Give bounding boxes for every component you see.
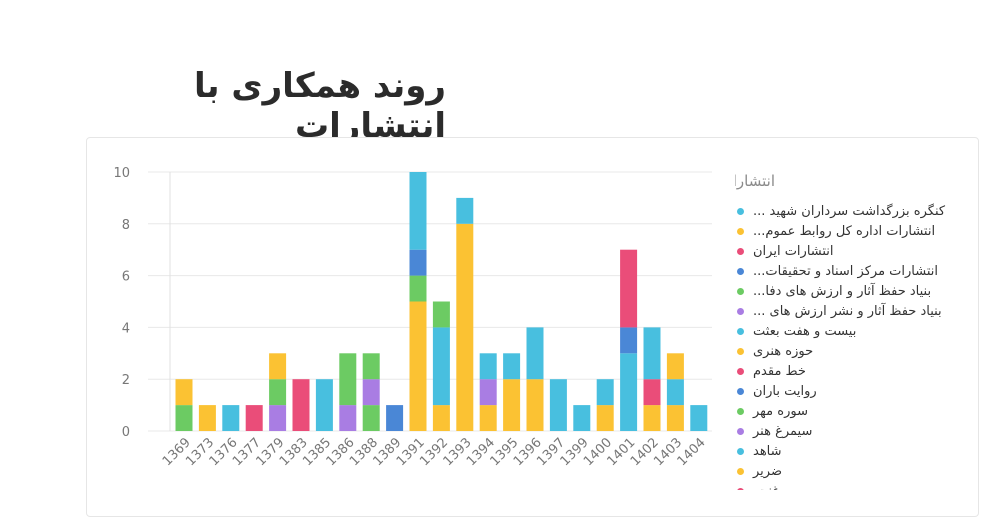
page-title: روند همکاری با انتشارات [194,66,446,146]
legend-title: انتشارات [735,172,775,190]
legend-label: بنیاد حفظ آثار و نشر ارزش های ... [753,304,942,319]
bar-segment [269,353,287,380]
bar-segment [432,301,450,328]
bar-segment [479,353,497,380]
legend-dot-icon [737,308,744,315]
bar-segment [666,379,684,406]
legend-label: انتشارات ایران [753,244,834,259]
legend-label: انتشارات اداره کل روابط عموم... [753,224,936,239]
legend-dot-icon [737,428,744,435]
bar-segment [269,379,287,406]
legend-label: غنچه [753,482,779,490]
legend-dot-icon [737,268,744,275]
legend-dot-icon [737,348,744,355]
bar-segment [526,327,544,380]
bar-segment [198,405,216,431]
legend-dot-icon [737,228,744,235]
bar-segment [596,405,614,431]
bar-segment [573,405,591,431]
bar-segment [175,379,193,406]
bar-segment [409,249,427,276]
bar-segment [620,327,638,354]
bar-segment [339,353,357,406]
legend-label: بنیاد حفظ آثار و ارزش های دفا... [753,284,932,299]
bar-segment [315,379,333,431]
bar-segment [526,379,544,431]
bar-segment [479,405,497,431]
bar-segment [666,405,684,431]
chart-legend: انتشارات کنگره بزرگداشت سرداران شهید ...… [735,170,965,490]
bar-segment [643,379,661,406]
bar-segment [666,353,684,380]
legend-dot-icon [737,328,744,335]
bar-segment [596,379,614,406]
bar-segment [269,405,287,431]
legend-dot-icon [737,488,744,490]
bar-segment [409,275,427,302]
y-tick-label: 2 [122,373,130,388]
legend-label: بیست و هفت بعثت [753,324,857,339]
bar-segment [549,379,567,431]
bar-segment [432,405,450,431]
y-tick-label: 0 [122,425,130,440]
bar-segment [362,353,380,380]
y-tick-label: 4 [122,321,130,336]
bar-segment [456,197,474,224]
legend-dot-icon [737,248,744,255]
legend-dot-icon [737,288,744,295]
legend-label: شاهد [753,444,782,459]
legend-label: سوره مهر [753,404,808,419]
bar-segment [386,405,404,431]
legend-label: خط مقدم [753,364,806,379]
legend-label: حوزه هنری [753,344,814,359]
bar-segment [409,301,427,431]
legend-dot-icon [737,208,744,215]
bar-segment [362,379,380,406]
bar-segment [409,172,427,250]
legend-label: انتشارات مرکز اسناد و تحقیقات... [753,264,939,279]
bar-segment [620,353,638,431]
bar-segment [643,405,661,431]
bar-segment [503,379,521,431]
bar-segment [456,223,474,431]
bar-segment [503,353,521,380]
bar-segment [362,405,380,431]
bar-segment [292,379,310,431]
bar-segment [339,405,357,431]
y-tick-label: 10 [113,166,130,181]
legend-label: ضریر [753,464,783,479]
legend-label: روایت باران [753,384,817,399]
bar-segment [175,405,193,431]
legend-dot-icon [737,408,744,415]
legend-dot-icon [737,388,744,395]
bar-segment [245,405,263,431]
legend-dot-icon [737,468,744,475]
bar-segment [620,249,638,328]
legend-label: کنگره بزرگداشت سرداران شهید ... [753,204,946,219]
legend-dot-icon [737,368,744,375]
legend-dot-icon [737,448,744,455]
y-tick-label: 6 [122,270,130,285]
bar-segment [690,405,708,431]
bar-segment [643,327,661,380]
legend-label: سیمرغ هنر [753,424,813,439]
bar-segment [432,327,450,406]
bar-segment [222,405,240,431]
bar-segment [479,379,497,406]
y-tick-label: 8 [122,218,130,233]
